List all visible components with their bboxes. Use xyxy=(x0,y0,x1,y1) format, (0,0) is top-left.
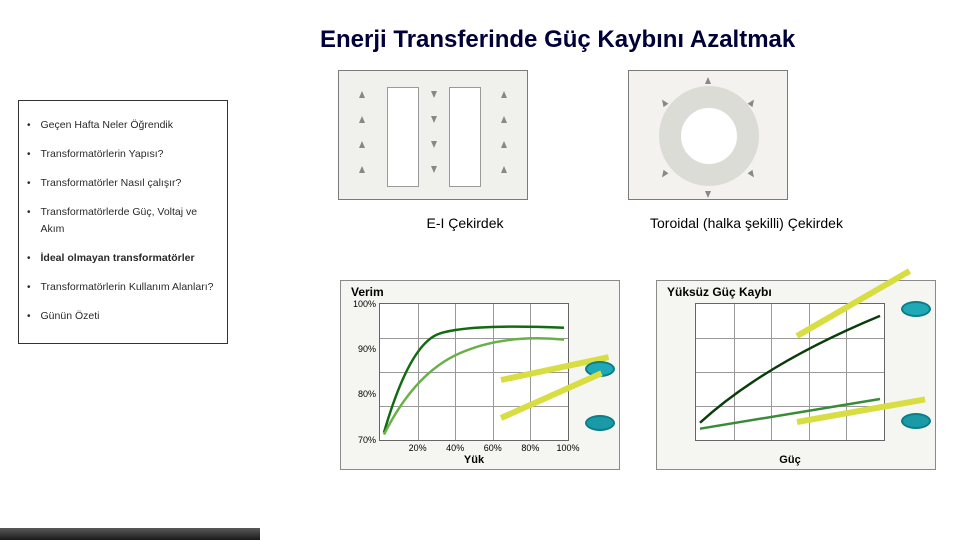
sidebar-item: • İdeal olmayan transformatörler xyxy=(27,244,219,273)
legend-toroid-icon xyxy=(585,415,615,431)
chart-title: Yüksüz Güç Kaybı xyxy=(667,285,772,299)
bullet-icon: • xyxy=(27,147,31,163)
ei-core-caption: E-I Çekirdek xyxy=(340,215,590,231)
sidebar: • Geçen Hafta Neler Öğrendik • Transformat… xyxy=(18,100,228,344)
sidebar-item: • Transformatörlerde Güç, Voltaj ve Akım xyxy=(27,198,219,244)
efficiency-chart: Verim 100% 90% 80% 70% 20% 40% 60% 80% 1… xyxy=(340,280,620,470)
x-tick: 80% xyxy=(521,443,539,453)
sidebar-item: • Transformatörler Nasıl çalışır? xyxy=(27,169,219,198)
chart-title: Verim xyxy=(351,285,384,299)
legend-toroid-icon xyxy=(901,301,931,317)
toroid-core-diagram xyxy=(628,70,788,225)
sidebar-item-label: Transformatörlerin Kullanım Alanları? xyxy=(41,279,214,296)
sidebar-item-label: Transformatörlerin Yapısı? xyxy=(41,146,164,163)
page-title: Enerji Transferinde Güç Kaybını Azaltmak xyxy=(320,26,795,54)
bullet-icon: • xyxy=(27,118,31,134)
sidebar-item: • Transformatörlerin Yapısı? xyxy=(27,140,219,169)
chart-row: Verim 100% 90% 80% 70% 20% 40% 60% 80% 1… xyxy=(340,280,936,480)
sidebar-item: • Geçen Hafta Neler Öğrendik xyxy=(27,111,219,140)
bullet-icon: • xyxy=(27,176,31,192)
sidebar-item-label: Transformatörlerde Güç, Voltaj ve Akım xyxy=(41,204,219,238)
x-axis-label: Yük xyxy=(464,454,484,466)
sidebar-item: • Günün Özeti xyxy=(27,302,219,331)
sidebar-item: • Transformatörlerin Kullanım Alanları? xyxy=(27,273,219,302)
noload-loss-chart: Yüksüz Güç Kaybı Güç xyxy=(656,280,936,470)
diagram-caption-row: E-I Çekirdek Toroidal (halka şekilli) Çe… xyxy=(340,215,930,231)
x-tick: 40% xyxy=(446,443,464,453)
toroid-core-caption: Toroidal (halka şekilli) Çekirdek xyxy=(650,215,843,231)
y-tick: 100% xyxy=(353,299,376,309)
y-tick: 80% xyxy=(358,389,376,399)
bullet-icon: • xyxy=(27,251,31,267)
y-tick: 70% xyxy=(358,435,376,445)
sidebar-item-label: İdeal olmayan transformatörler xyxy=(41,250,195,267)
chart-plot: Güç xyxy=(695,303,885,441)
legend-toroid-icon xyxy=(901,413,931,429)
ei-core-diagram xyxy=(338,70,528,225)
x-tick: 60% xyxy=(484,443,502,453)
bullet-icon: • xyxy=(27,205,31,221)
footer-decoration xyxy=(0,528,260,540)
chart-lines-icon xyxy=(696,304,884,441)
x-axis-label: Güç xyxy=(779,454,800,466)
bullet-icon: • xyxy=(27,280,31,296)
x-tick: 100% xyxy=(556,443,579,453)
y-tick: 90% xyxy=(358,344,376,354)
sidebar-item-label: Transformatörler Nasıl çalışır? xyxy=(41,175,182,192)
sidebar-item-label: Geçen Hafta Neler Öğrendik xyxy=(41,117,173,134)
x-tick: 20% xyxy=(409,443,427,453)
core-diagram-row xyxy=(338,70,928,225)
bullet-icon: • xyxy=(27,309,31,325)
sidebar-item-label: Günün Özeti xyxy=(41,308,100,325)
